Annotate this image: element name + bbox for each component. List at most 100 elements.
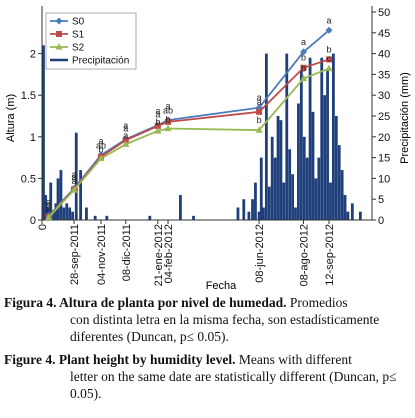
marker-square xyxy=(256,108,263,115)
precipitation-bar xyxy=(297,103,300,220)
precipitation-bar xyxy=(254,182,257,220)
significance-letter: a xyxy=(123,120,128,130)
significance-letter: a xyxy=(155,109,160,119)
x-tick-label: 21-ene-2012 xyxy=(153,224,165,286)
y2-tick-label: 35 xyxy=(378,69,390,81)
precipitation-bar xyxy=(299,70,303,221)
legend-label: S0 xyxy=(72,17,85,28)
precipitation-bar xyxy=(85,207,88,220)
significance-letter: a xyxy=(46,197,51,207)
significance-letter: ab xyxy=(163,105,173,115)
y2-tick-label: 15 xyxy=(378,153,390,165)
marker-triangle xyxy=(325,64,333,72)
significance-letter: b xyxy=(301,53,306,63)
y2-tick-label: 45 xyxy=(378,28,390,40)
significance-letter: a xyxy=(257,93,262,103)
marker-square xyxy=(165,118,172,125)
x-tick-label: 0 xyxy=(37,224,49,230)
height-series xyxy=(44,26,333,221)
precipitation-bar xyxy=(251,199,254,220)
precipitation-bar xyxy=(314,178,318,220)
significance-letter: a xyxy=(166,101,171,111)
precipitation-bar xyxy=(285,53,289,220)
caption-en-label: Figure 4. Plant height by humidity level… xyxy=(4,352,236,367)
precipitation-bar xyxy=(267,186,271,220)
precipitation-bar xyxy=(308,57,312,221)
precipitation-bar xyxy=(282,182,286,220)
precipitation-bar xyxy=(323,95,327,220)
significance-letter: b xyxy=(98,144,103,154)
legend: S0 S1 S2 Precipitación xyxy=(45,12,137,70)
precipitation-bar xyxy=(340,170,344,220)
marker-triangle xyxy=(55,43,63,50)
precipitation-bar xyxy=(62,207,66,220)
marker-square xyxy=(56,31,62,37)
marker-square xyxy=(300,64,307,71)
precipitation-bar xyxy=(326,70,329,221)
precipitation-bar xyxy=(259,157,263,220)
significance-letter: b xyxy=(301,64,306,74)
significance-letter: a xyxy=(46,204,51,214)
marker-triangle xyxy=(154,127,162,134)
y2-tick-label: 40 xyxy=(378,49,390,61)
precipitation-bar xyxy=(74,132,78,220)
precipitation-bar xyxy=(42,45,45,220)
marker-triangle xyxy=(164,124,172,132)
y2-tick-label: 5 xyxy=(378,194,384,206)
precipitation-bar xyxy=(56,178,60,220)
precipitation-bar xyxy=(79,170,83,220)
x-tick-label: 12-sep-2012 xyxy=(324,224,336,286)
precipitation-bar xyxy=(329,182,332,220)
precipitation-bar xyxy=(331,53,335,220)
precipitation-bar xyxy=(337,145,341,220)
precipitation-bar xyxy=(358,211,362,220)
marker-square xyxy=(154,122,161,129)
significance-letter: c xyxy=(327,54,332,64)
x-tick-label: 08-dic-2011 xyxy=(121,224,133,281)
significance-letter: ab xyxy=(96,140,106,150)
legend-label: S2 xyxy=(72,43,85,54)
significance-letter: a xyxy=(301,37,306,47)
precipitation-bar xyxy=(294,207,297,220)
significance-letter: a xyxy=(123,124,128,134)
caption-en-text-1: Means with different xyxy=(238,352,352,367)
precipitation-bar xyxy=(273,157,277,220)
precipitation-bar xyxy=(192,215,195,220)
precipitation-bar xyxy=(262,207,265,220)
precipitation-bar xyxy=(276,116,280,220)
precipitation-bar xyxy=(350,203,354,220)
precipitation-bar xyxy=(264,53,268,220)
caption-es-text-2: con distinta letra en la misma fecha, so… xyxy=(70,312,380,344)
precipitation-bar xyxy=(49,182,53,220)
marker-diamond xyxy=(300,48,308,56)
caption-spanish: Figura 4. Altura de planta por nivel de … xyxy=(4,294,413,345)
y-tick-label: 0.5 xyxy=(21,173,36,185)
significance-letter: a xyxy=(257,97,262,107)
precipitation-bar xyxy=(305,157,309,220)
precipitation-bar xyxy=(288,149,292,220)
significance-letter: a xyxy=(72,169,77,179)
significance-letter: b xyxy=(166,114,171,124)
precipitation-bar xyxy=(279,120,283,220)
precipitation-bar xyxy=(179,195,182,220)
precipitation-bar xyxy=(71,211,74,220)
precipitation-bar xyxy=(317,157,321,220)
caption-es-text-1: Promedios xyxy=(289,295,348,310)
y2-tick-label: 20 xyxy=(378,132,390,144)
precipitation-bar xyxy=(148,215,152,220)
y-tick-label: 1.5 xyxy=(21,90,36,102)
caption-es-label: Figura 4. Altura de planta por nivel de … xyxy=(4,295,287,310)
y2-tick-label: 25 xyxy=(378,111,390,123)
x-tick-label: 08-ago-2012 xyxy=(299,224,311,286)
significance-letter: a xyxy=(72,173,77,183)
marker-square xyxy=(122,137,129,144)
marker-triangle xyxy=(299,74,308,82)
precipitation-bar xyxy=(59,170,63,220)
legend-label: Precipitación xyxy=(72,56,129,67)
significance-letter: b xyxy=(257,115,262,125)
precipitation-bar xyxy=(291,174,294,220)
x-tick-label: 08-jun-2012 xyxy=(254,224,266,283)
precipitation-bar xyxy=(93,215,97,220)
